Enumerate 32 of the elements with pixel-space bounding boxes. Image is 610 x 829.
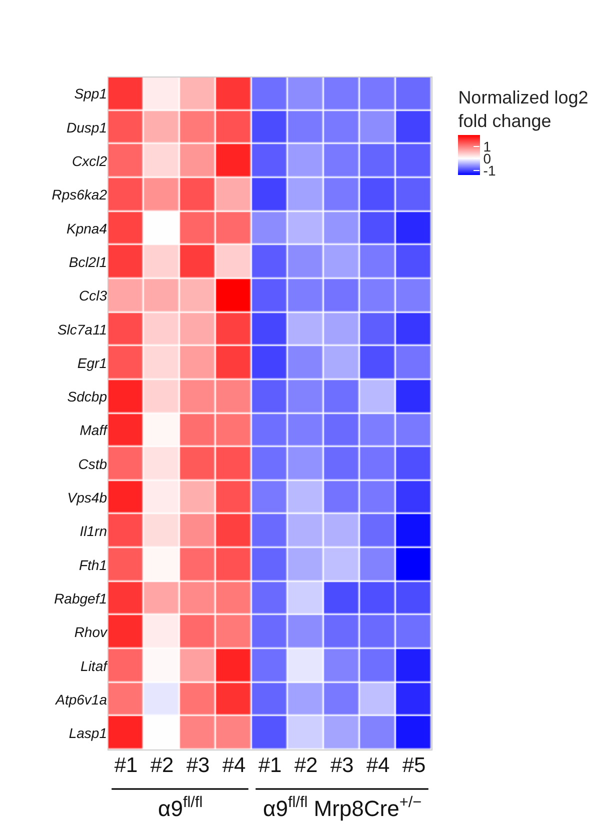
y-tick-label: Spp1: [74, 86, 107, 102]
y-tick-label: Lasp1: [68, 725, 107, 742]
y-tick-label: Bcl2l1: [68, 254, 107, 270]
y-tick-label: Rhov: [74, 624, 108, 640]
y-tick-label: Sdcbp: [67, 388, 108, 405]
y-tick-label: Vps4b: [67, 490, 108, 506]
y-tick-label: Atp6v1a: [54, 691, 108, 708]
y-tick-label: Il1rn: [80, 523, 108, 540]
y-tick-label: Slc7a11: [57, 321, 107, 338]
x-tick-label: #1: [258, 754, 282, 777]
y-tick-label: Egr1: [77, 354, 107, 371]
text: α9$^{fl/fl}$: [158, 794, 203, 822]
y-tick-label: Maff: [80, 422, 110, 438]
color-bar-title: Normalized log2 fold change: [458, 88, 588, 131]
x-tick-label: #2: [150, 754, 174, 777]
y-tick-label: Rabgef1: [54, 590, 107, 606]
x-tick-label: #5: [402, 754, 426, 777]
x-tick-label: #3: [330, 754, 354, 777]
x-tick-label: #4: [366, 754, 390, 777]
y-tick-label: Dusp1: [66, 119, 107, 136]
x-tick-label: #2: [294, 754, 318, 777]
y-tick-label: Ccl3: [78, 288, 108, 304]
y-tick-label: Litaf: [80, 658, 110, 674]
text: α9$^{fl/fl}$ Mrp8Cre$^{+/−}$: [263, 794, 422, 822]
x-tick-label: #1: [114, 754, 138, 777]
y-tick-label: Kpna4: [66, 220, 108, 236]
x-tick-label: #4: [222, 754, 246, 777]
y-tick-label: Cstb: [78, 456, 108, 472]
y-tick-label: Rps6ka2: [52, 186, 108, 203]
y-tick-label: Cxcl2: [72, 153, 108, 170]
y-tick-label: Fth1: [78, 556, 107, 573]
x-tick-label: #3: [186, 754, 210, 777]
